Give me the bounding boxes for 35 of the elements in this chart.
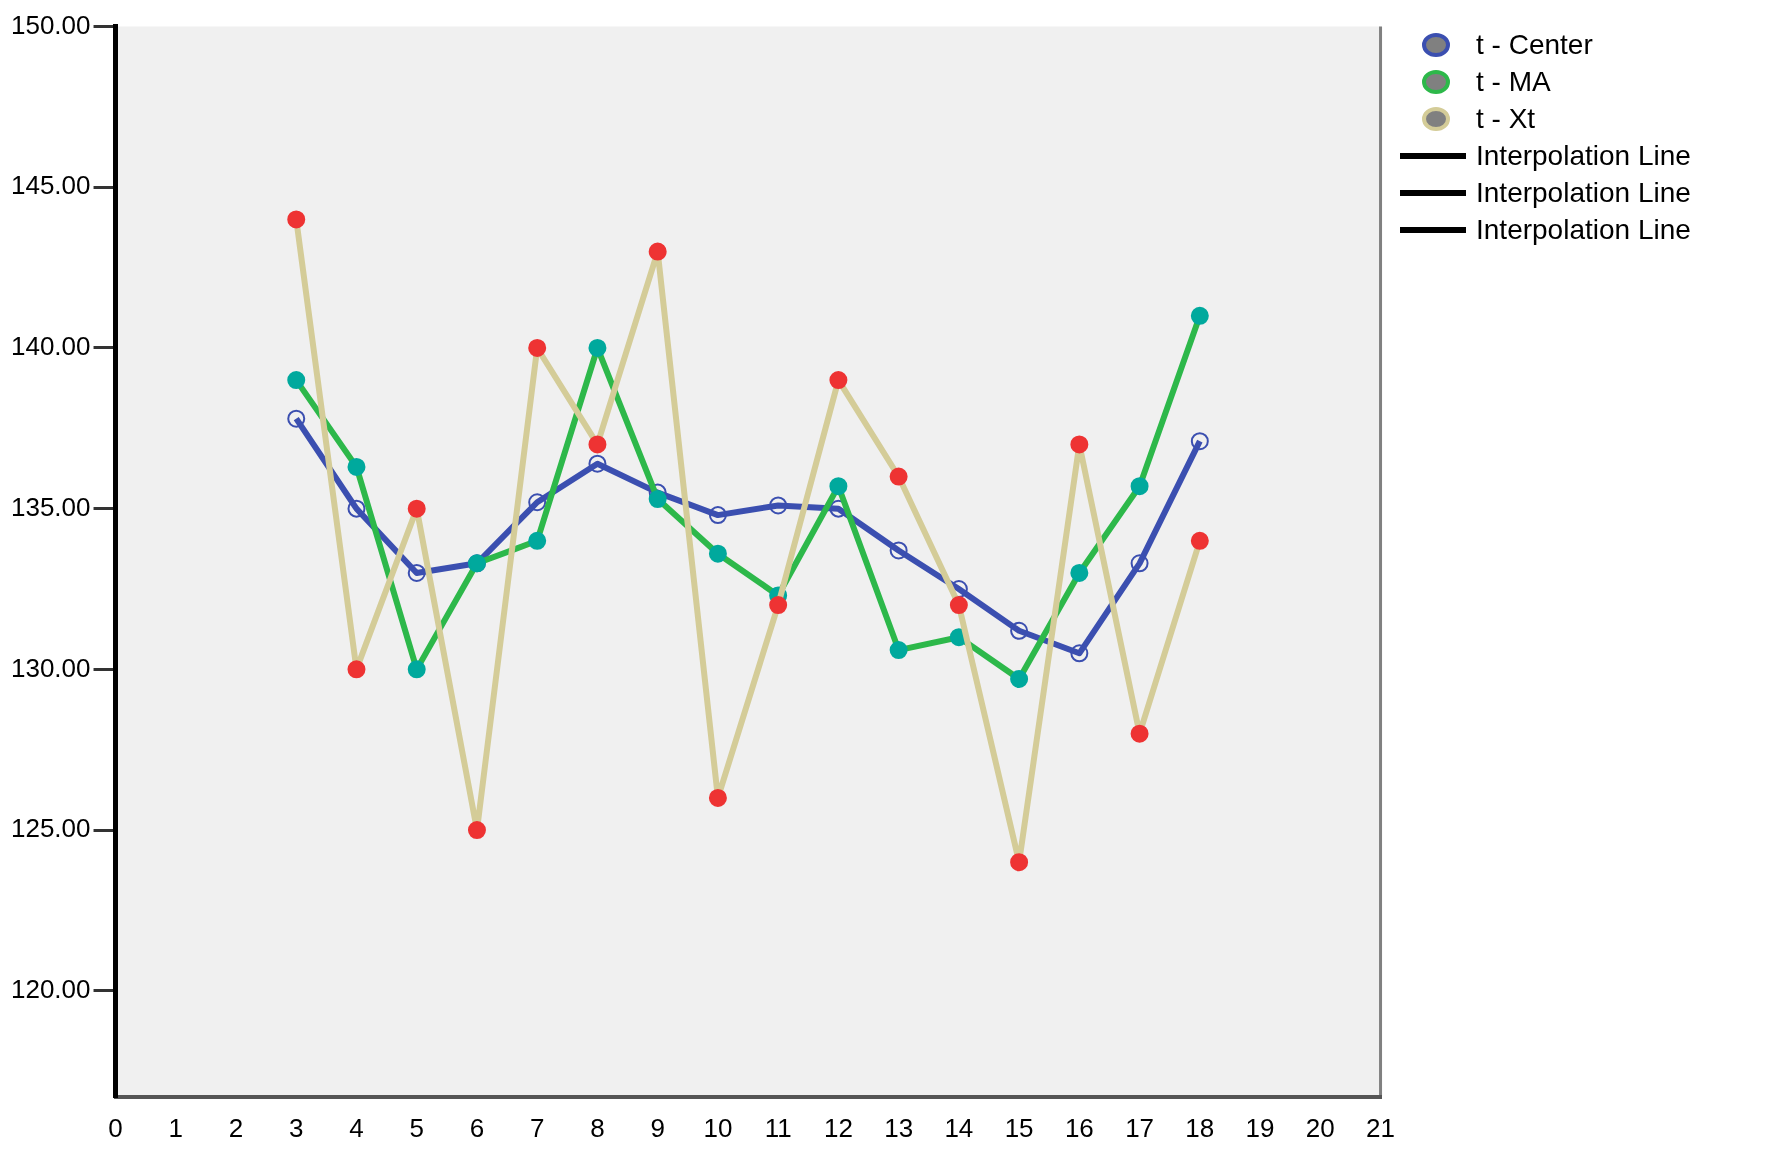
x-tick-label: 16	[1064, 1112, 1094, 1143]
x-tick-label: 17	[1125, 1112, 1155, 1143]
x-tick-label: 11	[764, 1112, 792, 1143]
x-tick-label: 14	[944, 1112, 974, 1143]
x-tick-label: 10	[703, 1112, 733, 1143]
legend-label: t - Center	[1476, 28, 1593, 62]
legend-label: t - Xt	[1476, 102, 1536, 136]
x-tick-label: 20	[1305, 1112, 1335, 1143]
x-tick-label: 21	[1366, 1112, 1395, 1143]
x-tick-label: 5	[409, 1112, 424, 1143]
text: Interpolation Line	[1476, 176, 1691, 210]
y-tick-label: 120.00	[10, 973, 91, 1004]
y-tick-label: 135.00	[10, 491, 91, 522]
x-tick-label: 0	[108, 1112, 123, 1143]
x-tick-label: 4	[349, 1112, 364, 1143]
y-tick-label: 140.00	[10, 331, 91, 362]
x-tick-label: 2	[228, 1112, 244, 1143]
y-tick-label: 125.00	[10, 813, 91, 844]
x-tick-label: 3	[289, 1112, 304, 1143]
x-tick-label: 9	[650, 1112, 665, 1143]
y-tick-label: 145.00	[10, 170, 91, 201]
x-tick-label: 8	[590, 1112, 605, 1143]
text: Interpolation Line	[1476, 213, 1691, 247]
x-tick-label: 12	[823, 1112, 853, 1143]
x-tick-label: 1	[168, 1112, 183, 1143]
y-tick-label: 150.00	[10, 9, 91, 40]
y-tick-label: 130.00	[10, 652, 91, 683]
x-tick-label: 19	[1245, 1112, 1275, 1143]
x-tick-label: 18	[1185, 1112, 1215, 1143]
x-tick-label: 7	[529, 1112, 545, 1143]
text: Interpolation Line	[1476, 139, 1691, 173]
x-tick-label: 15	[1004, 1112, 1034, 1143]
x-tick-label: 13	[884, 1112, 914, 1143]
x-tick-label: 6	[469, 1112, 485, 1143]
legend-label: t - MA	[1476, 65, 1551, 99]
